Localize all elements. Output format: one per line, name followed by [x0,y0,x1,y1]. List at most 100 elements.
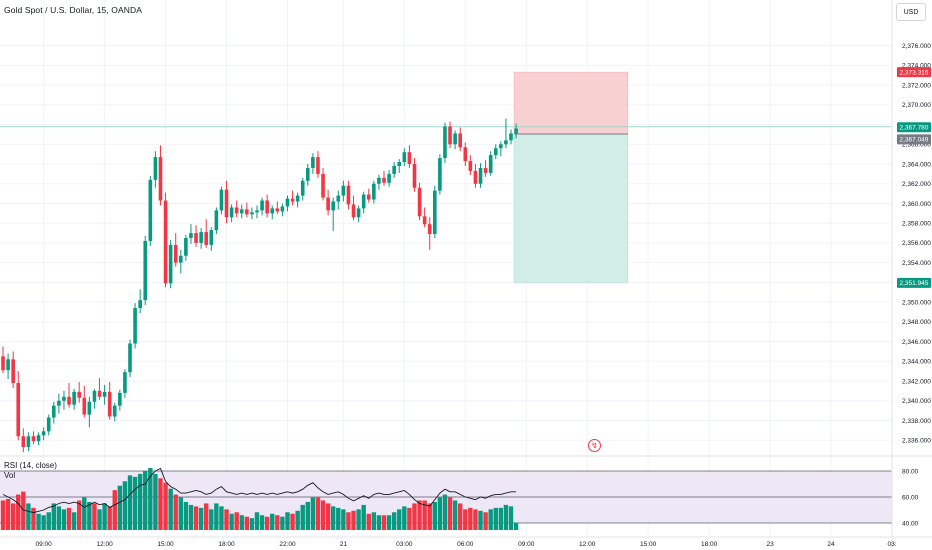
candle [189,233,193,238]
price-tick-label: 2,360.000 [902,201,931,208]
candle [438,158,442,191]
volume-bar [300,504,305,530]
candle [234,207,239,214]
volume-bar [325,503,331,530]
volume-bar [16,494,21,530]
candle [311,157,315,168]
candle [36,435,41,442]
candle [102,391,107,397]
candle [499,144,503,149]
candle [97,390,102,397]
currency-button[interactable]: USD [896,3,926,21]
candle [92,390,97,402]
volume-bar [513,522,519,530]
candle [6,359,10,371]
volume-bar [412,503,417,530]
candle [316,157,320,174]
volume-bar [21,491,26,530]
price-tick-label: 2,336.000 [902,437,931,444]
time-tick-label: 09:00 [35,541,52,548]
candle [133,308,137,344]
volume-label[interactable]: Vol [4,471,16,480]
candle [179,255,183,263]
volume-bar [229,513,234,530]
volume-bar [361,504,366,530]
current-price-tag: 2,367.780 [900,125,929,132]
candle [204,232,208,245]
price-tick-label: 2,356.000 [902,240,931,247]
candle [483,167,488,173]
volume-bar [36,513,41,530]
candle [67,396,71,405]
volume-bar [331,506,336,530]
volume-bar [341,509,346,530]
volume-bar [0,500,6,530]
symbol-title[interactable]: Gold Spot / U.S. Dollar, 15, OANDA [4,5,143,15]
volume-bar [270,513,275,530]
candle [224,189,229,218]
volume-bar [77,500,82,530]
take-profit-zone [513,133,629,284]
lightning-icon[interactable]: ↯ [588,439,601,452]
candle [473,170,478,184]
candle [321,173,325,198]
time-tick-label: 15:00 [157,541,174,548]
volume-bar [97,509,102,530]
time-tick-label: 23 [766,541,774,548]
volume-bar [468,507,473,530]
candle [229,207,234,218]
candle [336,195,341,202]
candle [260,200,264,211]
volume-bar [437,497,443,530]
candle [173,244,178,263]
volume-bar [239,515,244,530]
candle [11,359,15,383]
candle [148,179,153,241]
price-tick-label: 2,346.000 [902,339,931,346]
volume-bar [214,503,219,530]
candle [239,209,244,214]
candle [57,400,61,406]
candle [107,391,112,417]
rsi-tick-label: 60.00 [902,494,919,501]
target-price-tag: 2,351.945 [900,280,929,287]
volume-bar [168,488,173,530]
stop-loss-zone [513,71,629,135]
volume-bar [163,482,168,530]
volume-bar [447,497,453,530]
volume-bar [219,506,224,530]
candle [488,155,493,173]
time-tick-label: 15:00 [640,541,657,548]
volume-bar [473,509,478,530]
rsi-tick-label: 40.00 [902,520,919,527]
time-tick-label: 03:00 [396,541,413,548]
candle [285,198,290,207]
candle [194,233,198,243]
volume-bar [386,515,392,530]
candle [1,356,5,371]
price-tick-label: 2,350.000 [902,299,931,306]
candle [265,200,269,214]
candle [387,173,391,183]
target-price-tag-bg [897,277,931,288]
volume-bar [508,506,514,530]
candle [62,396,66,401]
volume-bar [285,512,290,530]
current-price-tag-bg [897,122,931,133]
candle [128,343,132,373]
volume-bar [498,507,504,530]
volume-bar [41,515,46,530]
candle [346,185,351,205]
rsi-label[interactable]: RSI (14, close) [4,461,57,470]
volume-bar [117,485,123,530]
time-tick-label: 06:00 [457,541,474,548]
volume-bar [198,507,204,530]
volume-bar [320,500,326,530]
volume-bar [56,506,62,530]
candle [77,391,81,398]
candle [463,147,468,162]
price-tick-label: 2,354.000 [902,260,931,267]
volume-bar [463,509,468,530]
candle [26,436,31,448]
